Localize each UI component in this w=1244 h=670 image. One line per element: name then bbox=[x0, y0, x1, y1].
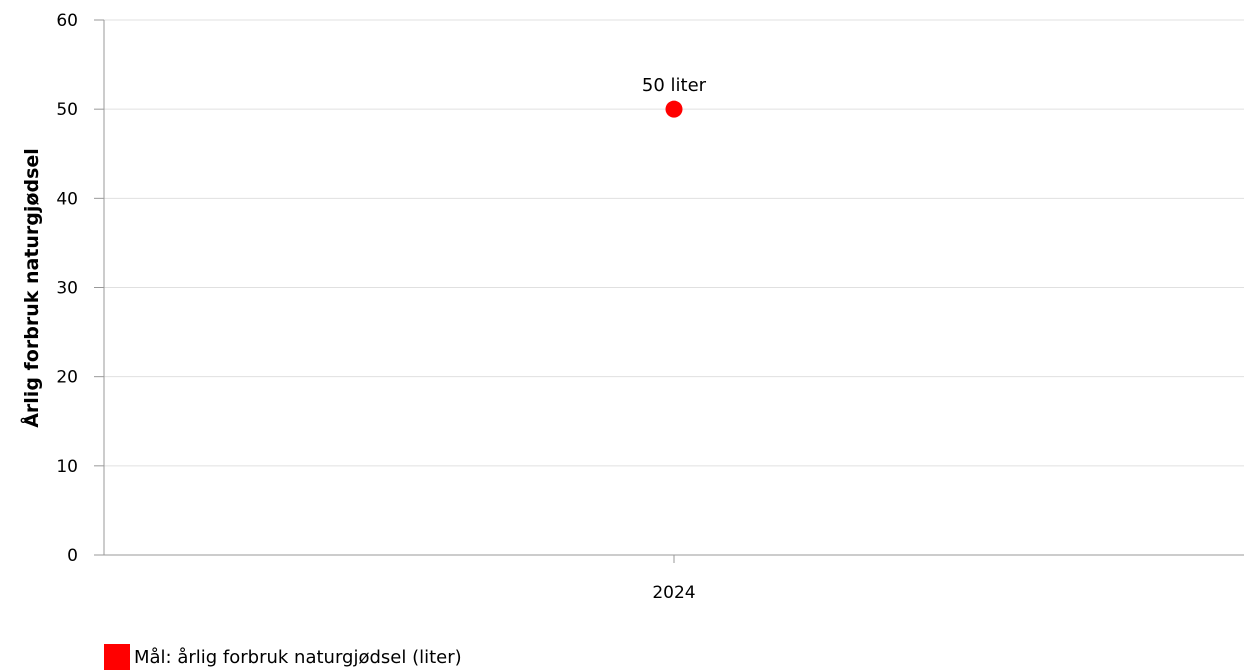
y-tick-label: 30 bbox=[56, 279, 78, 299]
y-tick-label: 10 bbox=[56, 457, 78, 477]
x-tick-label: 2024 bbox=[652, 583, 695, 603]
y-tick-label: 50 bbox=[56, 100, 78, 120]
y-tick-label: 20 bbox=[56, 368, 78, 388]
legend-swatch bbox=[104, 644, 130, 670]
y-tick-label: 0 bbox=[67, 546, 78, 566]
y-tick-label: 60 bbox=[56, 11, 78, 31]
x-axis-ticks: 2024 bbox=[652, 555, 696, 603]
data-label: 50 liter bbox=[642, 75, 707, 96]
y-tick-label: 40 bbox=[56, 189, 78, 209]
y-axis-ticks: 0 10 20 30 40 50 60 bbox=[56, 11, 104, 566]
chart: 0 10 20 30 40 50 60 2024 Årlig forbruk naturgj… bbox=[19, 11, 1244, 603]
legend: Mål: årlig forbruk naturgjødsel (liter) bbox=[104, 644, 462, 670]
y-axis-title: Årlig forbruk naturgjødsel bbox=[19, 148, 43, 428]
data-points: 50 liter bbox=[642, 75, 707, 118]
legend-label: Mål: årlig forbruk naturgjødsel (liter) bbox=[134, 646, 462, 668]
data-point bbox=[665, 100, 683, 118]
